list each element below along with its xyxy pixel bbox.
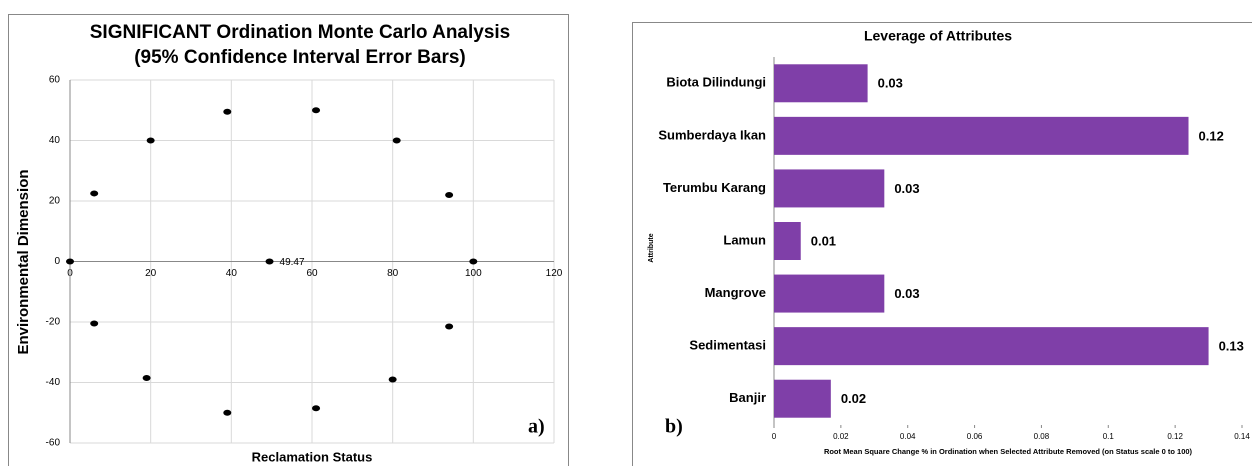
data-label: 0.12 [1199, 128, 1224, 143]
y-tick-label: 20 [49, 196, 61, 207]
data-label: 0.13 [1219, 339, 1244, 354]
point [445, 323, 454, 330]
data-label: 0.01 [811, 233, 836, 248]
y-tick-label: Banjir [729, 390, 766, 405]
point [392, 137, 401, 144]
point [469, 258, 478, 265]
annotation: a) [528, 416, 545, 438]
x-tick-label: 100 [465, 268, 482, 279]
panel-a [8, 14, 569, 466]
x-tick-label: 0.04 [900, 432, 916, 441]
y-tick-label: Sumberdaya Ikan [658, 127, 766, 142]
bar [774, 169, 885, 208]
x-tick-label: 60 [306, 268, 318, 279]
x-tick-label: 20 [145, 268, 157, 279]
y-tick-label: 40 [49, 135, 61, 146]
point [66, 258, 74, 265]
bar [774, 222, 801, 260]
chart-title: Leverage of Attributes [864, 28, 1012, 44]
x-tick-label: 0.14 [1234, 432, 1250, 441]
bar [774, 274, 885, 313]
x-tick-label: 0.06 [967, 432, 983, 441]
y-tick-label: 60 [49, 75, 61, 86]
x-axis-label: Root Mean Square Change % in Ordination … [824, 447, 1193, 456]
data-label: 49.47 [280, 257, 305, 268]
x-axis-label: Reclamation Status [252, 449, 373, 464]
y-axis-label: Environmental Dimension [15, 169, 32, 354]
data-label: 0.03 [878, 76, 903, 91]
point [90, 320, 99, 327]
data-label: 0.03 [894, 286, 919, 301]
y-tick-label: Lamun [723, 232, 766, 247]
x-tick-label: 0.08 [1034, 432, 1050, 441]
point [142, 374, 151, 381]
y-tick-label: 0 [54, 256, 60, 267]
x-tick-label: 120 [546, 268, 563, 279]
x-tick-label: 80 [387, 268, 399, 279]
point [312, 107, 321, 114]
y-tick-label: Biota Dilindungi [666, 75, 766, 90]
y-tick-label: Sedimentasi [689, 338, 766, 353]
chart-title: (95% Confidence Interval Error Bars) [134, 47, 466, 68]
x-tick-label: 0.12 [1167, 432, 1183, 441]
point [146, 137, 155, 144]
point [223, 108, 232, 115]
data-label: 0.03 [894, 181, 919, 196]
point [90, 190, 99, 197]
point [312, 405, 321, 412]
annotation: b) [665, 416, 683, 438]
y-tick-label: Mangrove [705, 285, 766, 300]
y-tick-label: Terumbu Karang [663, 180, 766, 195]
y-tick-label: -20 [46, 317, 61, 328]
panel-b [632, 22, 1252, 466]
point [445, 191, 454, 198]
bar [774, 64, 868, 103]
chart-title: SIGNIFICANT Ordination Monte Carlo Analy… [90, 22, 511, 43]
x-tick-label: 0.1 [1103, 432, 1115, 441]
bar [774, 379, 831, 418]
point [223, 409, 232, 416]
x-tick-label: 0.02 [833, 432, 849, 441]
point [265, 258, 274, 265]
data-label: 0.02 [841, 391, 866, 406]
point [388, 376, 397, 383]
x-tick-label: 40 [226, 268, 238, 279]
bar [774, 116, 1189, 155]
y-axis-label: Attribute [648, 233, 655, 262]
x-tick-label: 0 [772, 432, 777, 441]
y-tick-label: -60 [46, 438, 61, 449]
y-tick-label: -40 [46, 377, 61, 388]
bar [774, 327, 1209, 366]
